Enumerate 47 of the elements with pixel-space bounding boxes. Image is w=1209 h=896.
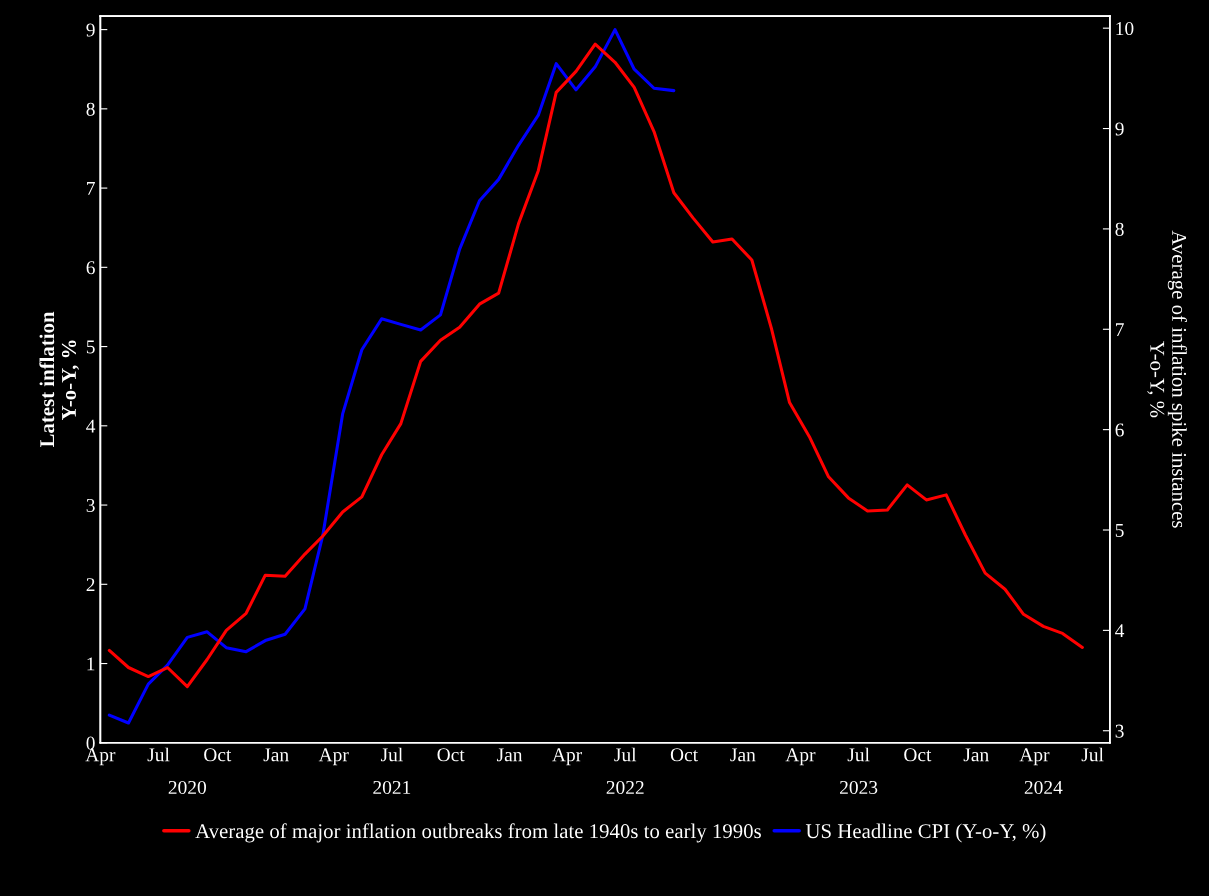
x-tick-label: Jul [380, 747, 403, 762]
x-tick-label: Jan [730, 748, 756, 762]
y-tick-label: 3 [86, 498, 95, 512]
y2-axis-title: Average of inflation spike instances Y-o-Y, % [1147, 230, 1187, 528]
x-tick-label: Jul [147, 747, 170, 762]
x-tick-label: Oct [437, 748, 465, 762]
x-tick-label: Jul [614, 747, 637, 762]
x-tick-label: Jan [263, 748, 289, 762]
legend-label: US Headline CPI (Y-o-Y, %) [805, 823, 1046, 843]
y2-tick-label: 10 [1116, 21, 1134, 36]
y-tick-label: 0 [86, 736, 95, 750]
y2-tick-label: 8 [1115, 222, 1124, 236]
line-series [107, 28, 676, 725]
y2-tick-label: 7 [1116, 323, 1124, 337]
y-tick-label: 5 [86, 340, 95, 354]
x2-tick-label: 2021 [373, 780, 411, 795]
y2-tick-label: 5 [1115, 524, 1124, 537]
x-tick-label: Jul [847, 747, 870, 762]
y-tick-label: 2 [86, 578, 95, 592]
x-tick-label: Oct [904, 748, 932, 762]
x-tick-label: Apr [785, 748, 816, 766]
x-tick-label: Apr [85, 748, 116, 766]
y-axis-title: Latest inflation Y-o-Y, % [39, 311, 79, 448]
x-tick-label: Oct [204, 748, 232, 762]
x-tick-label: Jan [496, 748, 523, 762]
y2-tick-label: 9 [1115, 122, 1124, 136]
x2-tick-label: 2022 [606, 780, 644, 795]
y-tick-label: 9 [86, 23, 95, 37]
y-tick-label: 1 [87, 657, 95, 671]
y-tick-label: 4 [86, 419, 96, 433]
y-tick-label: 7 [87, 182, 95, 195]
x-tick-label: Oct [670, 748, 698, 762]
x2-tick-label: 2023 [840, 780, 878, 795]
x-tick-label: Apr [1019, 748, 1050, 766]
line-series [107, 42, 1084, 689]
x-tick-label: Apr [318, 748, 349, 766]
x-tick-label: Jan [963, 748, 989, 762]
x-tick-label: Apr [552, 748, 583, 766]
y2-tick-label: 4 [1115, 624, 1125, 638]
x2-tick-label: 2024 [1024, 780, 1063, 795]
legend-label: Average of major inflation outbreaks from late 1940s to early 1990s [195, 823, 761, 843]
y2-tick-label: 3 [1115, 724, 1124, 738]
y-tick-label: 6 [86, 261, 95, 275]
y2-tick-label: 6 [1115, 423, 1124, 437]
y-tick-label: 8 [86, 102, 95, 116]
x-tick-label: Jul [1081, 747, 1104, 762]
x2-tick-label: 2020 [168, 780, 206, 795]
